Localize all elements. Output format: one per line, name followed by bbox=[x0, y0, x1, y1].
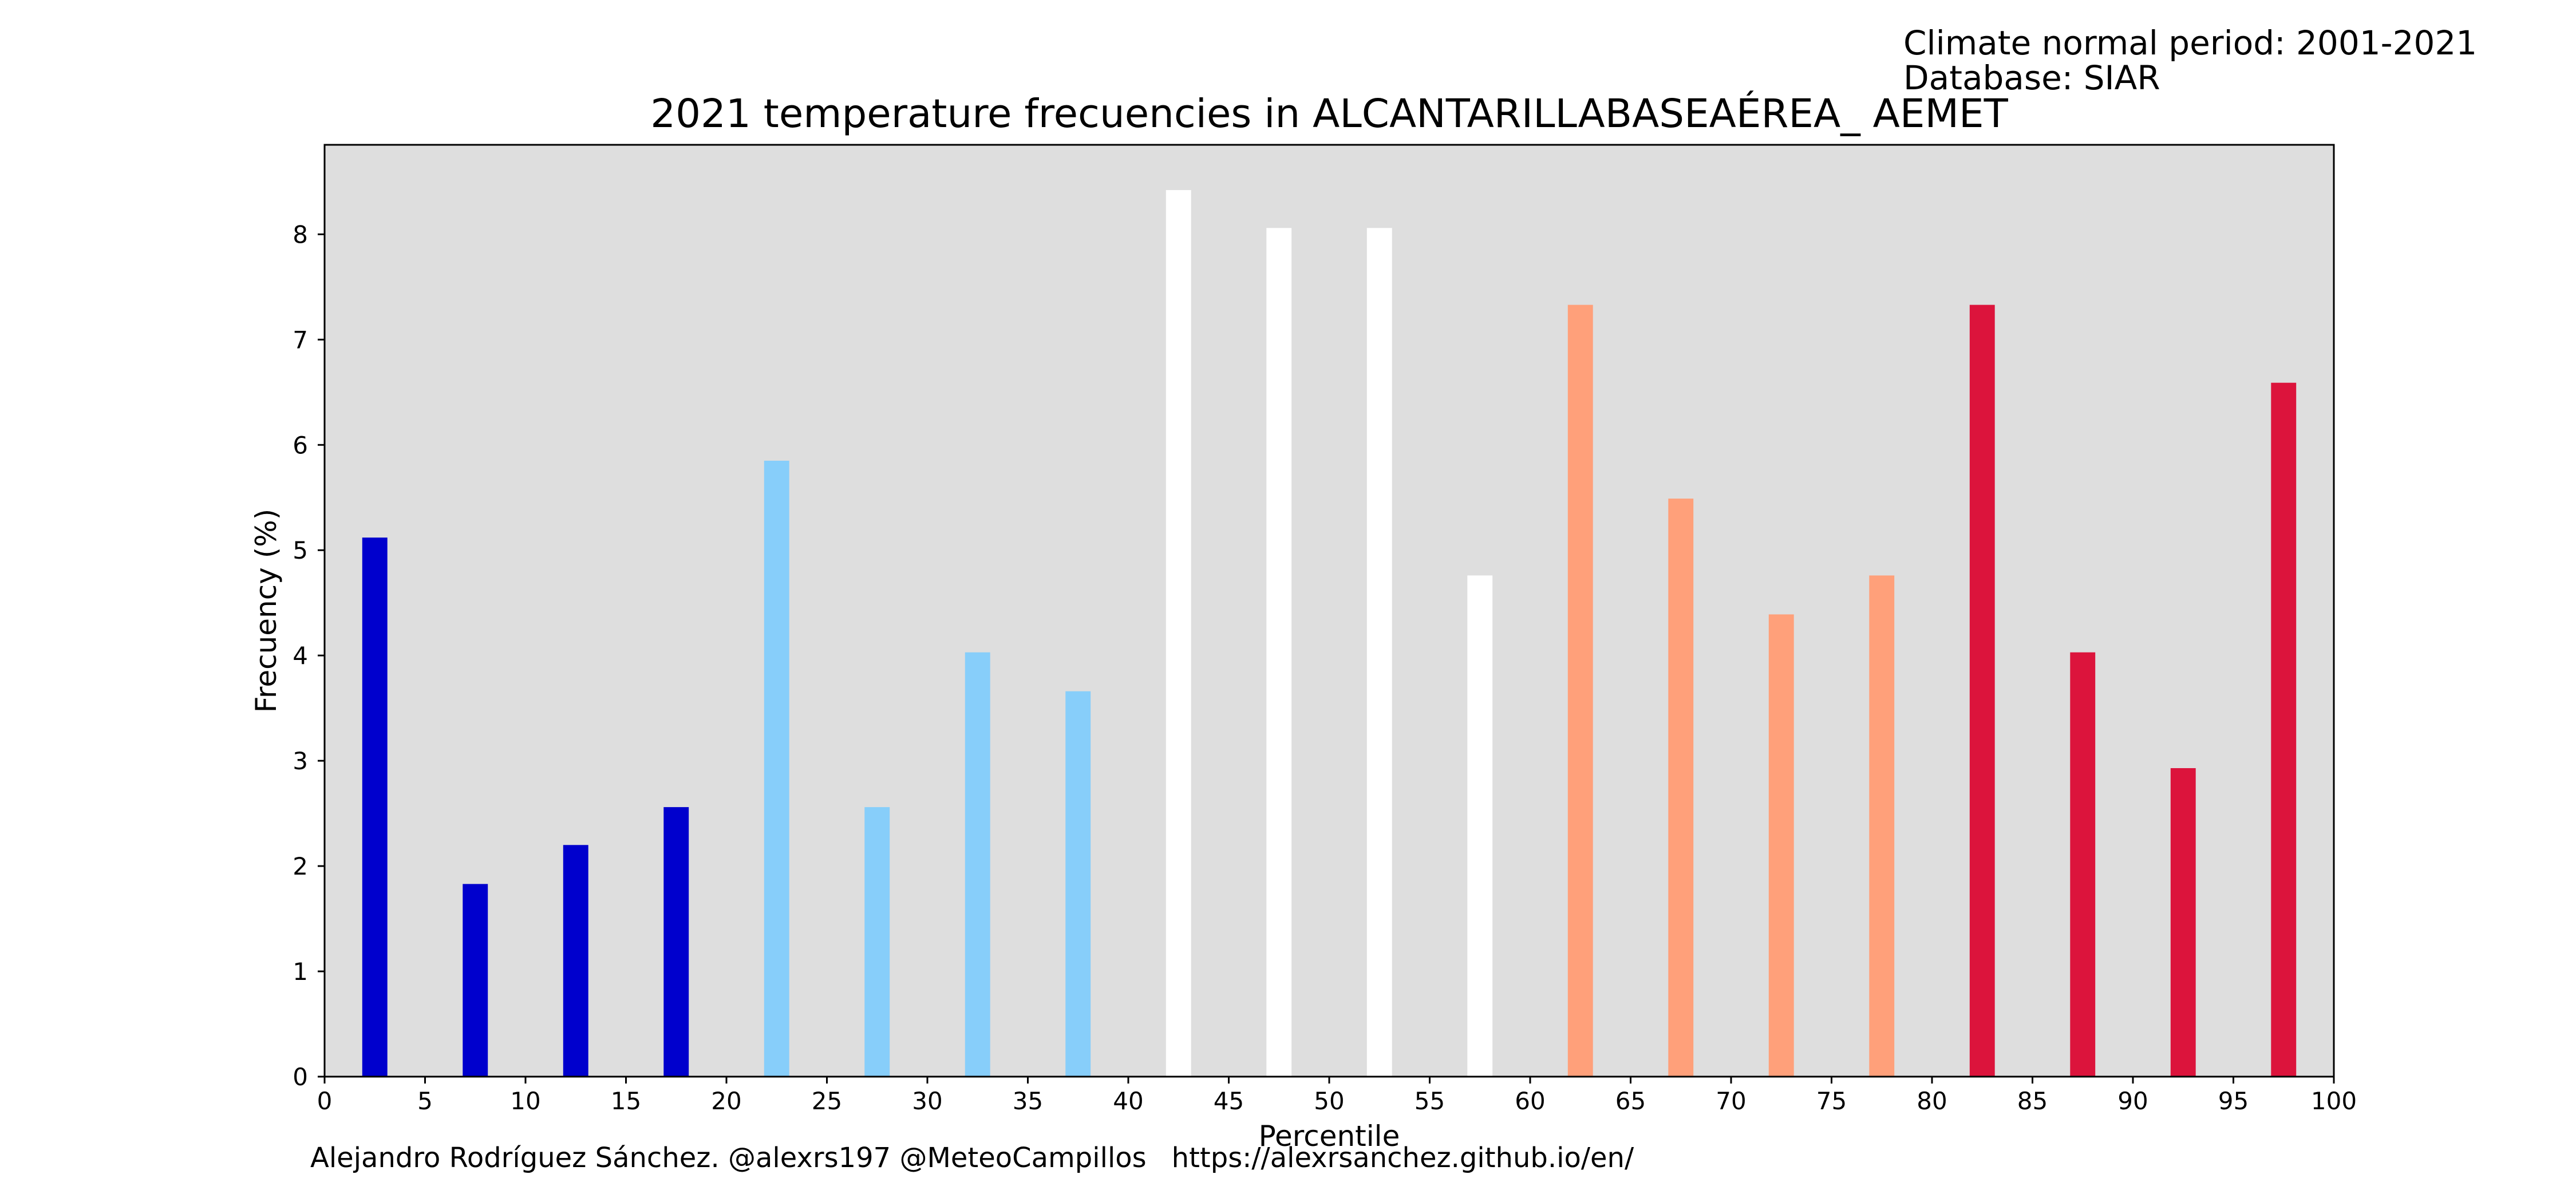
bars-group bbox=[362, 190, 2297, 1077]
y-tick-label: 3 bbox=[293, 747, 308, 775]
x-tick-label: 60 bbox=[1515, 1087, 1545, 1115]
y-tick-label: 2 bbox=[293, 852, 308, 880]
x-tick-label: 90 bbox=[2117, 1087, 2148, 1115]
bar-82.5 bbox=[1969, 305, 1995, 1077]
y-axis-ticks: 0 1 2 3 4 5 6 7 8 bbox=[293, 220, 325, 1091]
chart-title: 2021 temperature frecuencies in ALCANTAR… bbox=[650, 90, 2008, 137]
x-tick-label: 50 bbox=[1314, 1087, 1344, 1115]
bar-87.5 bbox=[2070, 652, 2096, 1077]
x-tick-label: 70 bbox=[1716, 1087, 1746, 1115]
x-axis-ticks: 0 5 10 15 20 25 30 35 40 45 50 55 60 65 70 75 80 85 90 95 10… bbox=[317, 1077, 2357, 1115]
x-tick-label: 10 bbox=[510, 1087, 540, 1115]
climate-period-label: Climate normal period: 2001-2021 bbox=[1903, 23, 2478, 62]
y-tick-label: 0 bbox=[293, 1063, 308, 1091]
x-tick-label: 65 bbox=[1615, 1087, 1646, 1115]
bar-92.5 bbox=[2170, 768, 2196, 1077]
y-tick-label: 1 bbox=[293, 958, 308, 986]
y-tick-label: 6 bbox=[293, 431, 308, 459]
x-tick-label: 55 bbox=[1415, 1087, 1445, 1115]
bar-62.5 bbox=[1567, 305, 1593, 1077]
bar-17.5 bbox=[663, 807, 689, 1077]
bar-12.5 bbox=[563, 845, 588, 1077]
bar-77.5 bbox=[1869, 575, 1895, 1077]
database-label: Database: SIAR bbox=[1903, 58, 2160, 97]
bar-97.5 bbox=[2271, 382, 2297, 1077]
bar-32.5 bbox=[965, 652, 990, 1077]
x-tick-label: 5 bbox=[417, 1087, 433, 1115]
x-tick-label: 75 bbox=[1816, 1087, 1847, 1115]
x-tick-label: 0 bbox=[317, 1087, 333, 1115]
bar-47.5 bbox=[1266, 228, 1292, 1077]
bar-72.5 bbox=[1768, 614, 1794, 1077]
plot-background bbox=[325, 145, 2334, 1077]
x-tick-label: 45 bbox=[1214, 1087, 1244, 1115]
x-tick-label: 80 bbox=[1917, 1087, 1947, 1115]
bar-22.5 bbox=[764, 460, 789, 1077]
y-axis-label: Frecuency (%) bbox=[250, 509, 283, 713]
y-tick-label: 8 bbox=[293, 220, 308, 248]
y-tick-label: 7 bbox=[293, 326, 308, 354]
x-tick-label: 30 bbox=[912, 1087, 942, 1115]
x-tick-label: 20 bbox=[711, 1087, 741, 1115]
x-tick-label: 95 bbox=[2218, 1087, 2249, 1115]
y-tick-label: 4 bbox=[293, 642, 308, 670]
x-tick-label: 85 bbox=[2017, 1087, 2048, 1115]
bar-37.5 bbox=[1065, 691, 1091, 1077]
x-tick-label: 25 bbox=[812, 1087, 842, 1115]
credits-footer: Alejandro Rodríguez Sánchez. @alexrs197 … bbox=[310, 1142, 1634, 1174]
bar-67.5 bbox=[1668, 499, 1694, 1077]
x-axis-label: Percentile bbox=[1259, 1120, 1400, 1153]
bar-52.5 bbox=[1366, 228, 1392, 1077]
x-tick-label: 35 bbox=[1013, 1087, 1043, 1115]
x-tick-label: 40 bbox=[1113, 1087, 1143, 1115]
bar-7.5 bbox=[463, 884, 488, 1077]
y-tick-label: 5 bbox=[293, 536, 308, 564]
x-tick-label: 15 bbox=[611, 1087, 641, 1115]
bar-27.5 bbox=[864, 807, 890, 1077]
bar-2.5 bbox=[362, 537, 388, 1077]
website-link[interactable]: https://alexrsanchez.github.io/en/ bbox=[1171, 1142, 1634, 1174]
bar-57.5 bbox=[1467, 575, 1493, 1077]
author-credit: Alejandro Rodríguez Sánchez. @alexrs197 … bbox=[310, 1142, 1147, 1174]
bar-42.5 bbox=[1165, 190, 1191, 1077]
x-tick-label: 100 bbox=[2311, 1087, 2357, 1115]
